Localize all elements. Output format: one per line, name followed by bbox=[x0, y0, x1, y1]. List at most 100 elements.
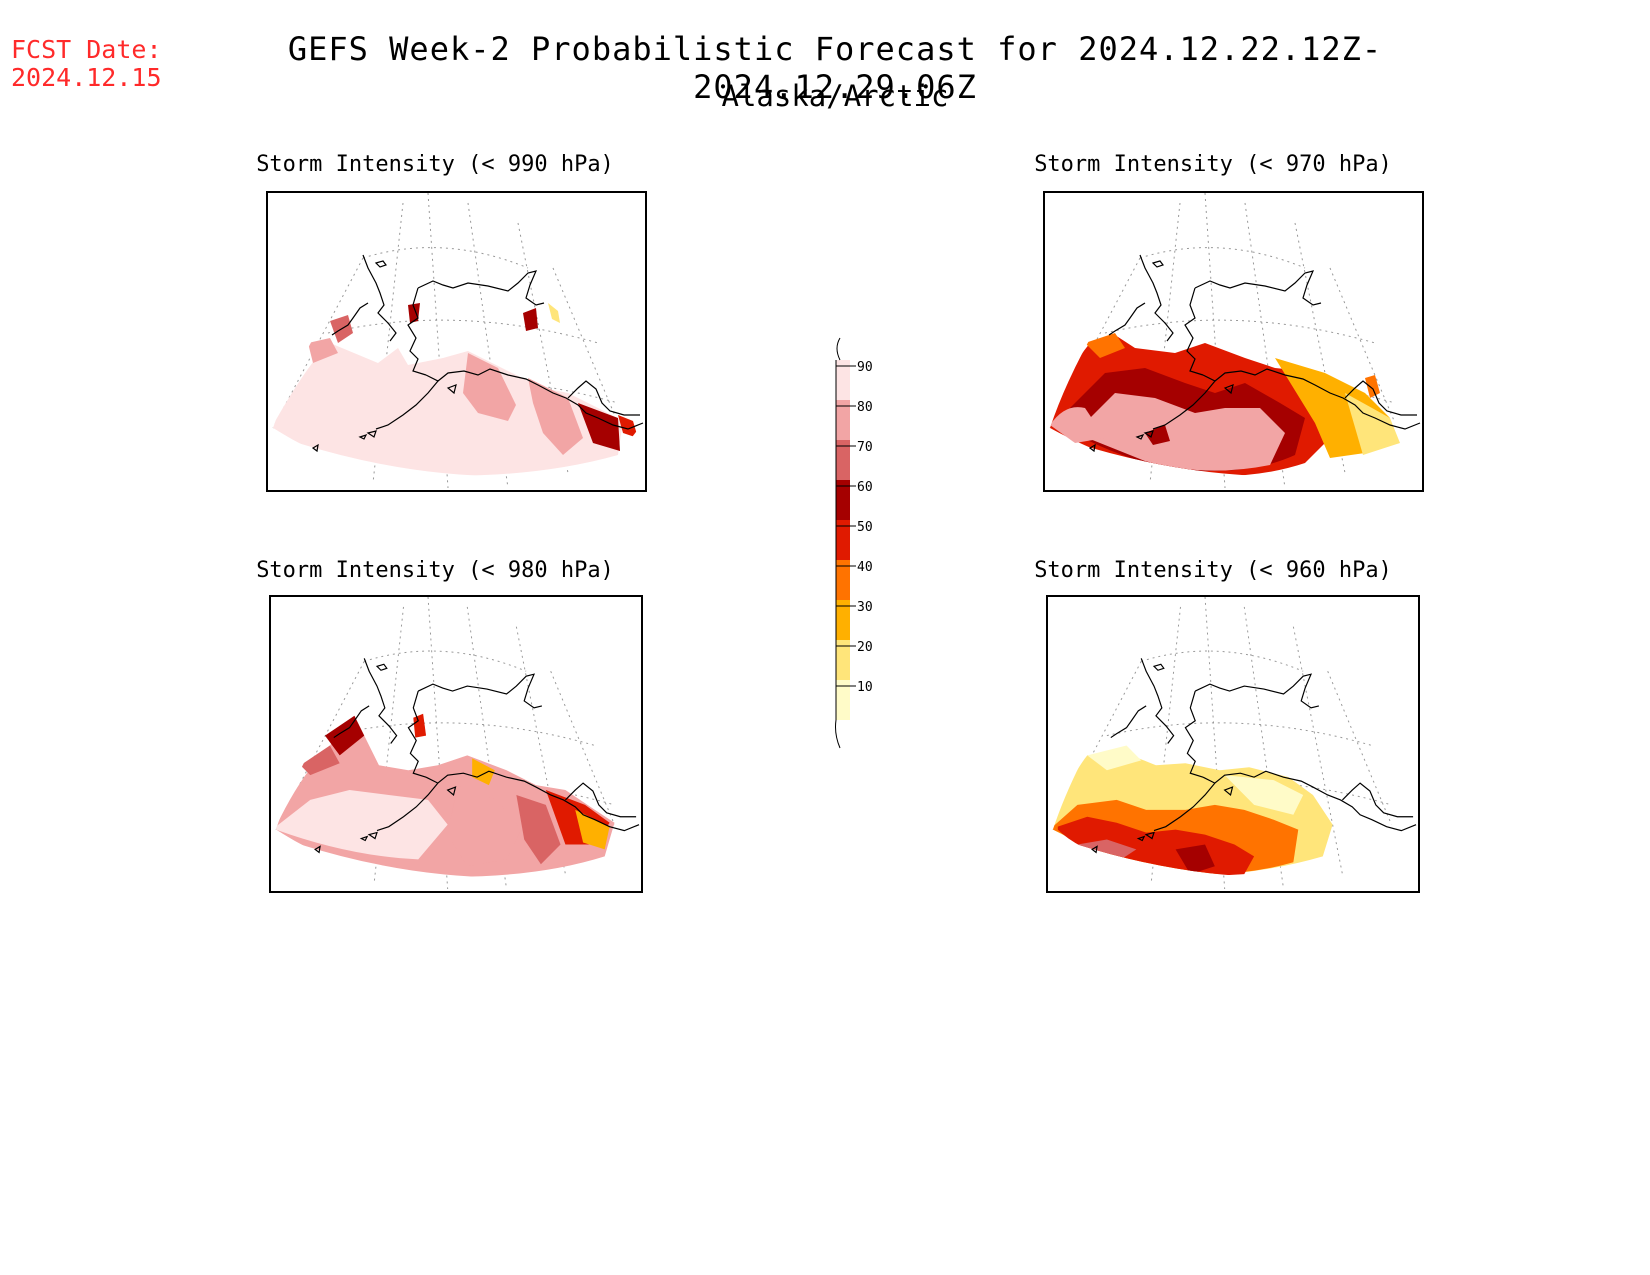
colorbar-swatch bbox=[836, 680, 850, 720]
fcst-label: FCST Date: bbox=[11, 35, 162, 64]
colorbar-legend: 90 80 70 60 50 40 30 20 10 bbox=[835, 337, 873, 749]
probability-contour bbox=[472, 758, 495, 786]
colorbar-swatch bbox=[836, 640, 850, 680]
coastline-panhandle bbox=[1342, 782, 1414, 818]
grid-meridian bbox=[1327, 671, 1392, 825]
coastline-west bbox=[1184, 690, 1204, 778]
island-aleutian bbox=[359, 835, 369, 842]
panel-title-990: Storm Intensity (< 990 hPa) bbox=[256, 152, 614, 177]
coastline-peninsula bbox=[376, 782, 439, 832]
probability-contour bbox=[413, 713, 427, 738]
probability-contour bbox=[516, 794, 561, 865]
grid-meridian bbox=[552, 267, 619, 424]
grid-parallel bbox=[1106, 722, 1373, 746]
island-aleutian bbox=[1088, 443, 1096, 453]
probability-contour bbox=[1175, 844, 1215, 875]
probability-contour bbox=[463, 353, 516, 421]
map-svg-980 bbox=[275, 597, 640, 890]
fcst-date-label: FCST Date: 2024.12.15 bbox=[11, 36, 162, 92]
island-wrangel bbox=[374, 260, 387, 268]
probability-contour bbox=[618, 415, 638, 438]
probability-contour bbox=[548, 303, 560, 323]
island-kodiak bbox=[1223, 786, 1234, 797]
probability-contour bbox=[1087, 745, 1142, 771]
grid-meridian bbox=[515, 626, 566, 875]
grid-meridian bbox=[275, 661, 365, 830]
probability-contour bbox=[273, 343, 623, 476]
coastline-gulf bbox=[425, 368, 644, 430]
island-kodiak bbox=[1223, 384, 1234, 395]
grid-meridian bbox=[1329, 267, 1396, 424]
probability-contour bbox=[1085, 333, 1125, 358]
island-aleutian bbox=[366, 430, 377, 438]
island-aleutian bbox=[1135, 433, 1145, 440]
coastline-west bbox=[1184, 287, 1204, 376]
probability-contour bbox=[1365, 375, 1380, 398]
probability-contour bbox=[528, 378, 583, 455]
map-svg-960 bbox=[1052, 597, 1417, 890]
island-wrangel bbox=[375, 663, 388, 671]
coastline-gulf bbox=[1202, 368, 1421, 430]
island-aleutian bbox=[1144, 831, 1155, 840]
coastline-russia bbox=[331, 302, 369, 336]
coastline-chukotka bbox=[1139, 254, 1174, 342]
map-panel-980 bbox=[269, 595, 643, 893]
grid-parallel bbox=[329, 722, 596, 746]
coastline-arctic bbox=[1194, 270, 1322, 306]
coastline-gulf bbox=[425, 770, 640, 832]
grid-parallel bbox=[364, 650, 527, 672]
probability-contour bbox=[1050, 407, 1105, 443]
panel-title-970: Storm Intensity (< 970 hPa) bbox=[1034, 152, 1392, 177]
map-panel-990 bbox=[266, 191, 647, 492]
island-kodiak bbox=[446, 384, 457, 395]
probability-contour bbox=[578, 403, 620, 451]
probability-contour bbox=[575, 809, 610, 850]
grid-meridian bbox=[1292, 626, 1343, 875]
colorbar-label: 50 bbox=[857, 520, 873, 535]
coastline-panhandle bbox=[565, 782, 637, 818]
grid-parallel bbox=[1141, 650, 1304, 672]
page-title: GEFS Week-2 Probabilistic Forecast for 2… bbox=[287, 30, 1383, 106]
grid-parallel bbox=[327, 319, 599, 344]
colorbar-swatch bbox=[836, 600, 850, 640]
colorbar-label: 20 bbox=[857, 640, 873, 655]
grid-parallel bbox=[362, 247, 529, 269]
panel-title-980: Storm Intensity (< 980 hPa) bbox=[256, 558, 614, 583]
coastline-peninsula bbox=[375, 380, 439, 430]
colorbar-swatch bbox=[836, 560, 850, 600]
region-subtitle: Alaska/Arctic bbox=[721, 79, 949, 113]
colorbar-label: 70 bbox=[857, 440, 873, 455]
island-kodiak bbox=[446, 786, 457, 797]
colorbar-swatch bbox=[836, 400, 850, 440]
probability-contour bbox=[1077, 839, 1137, 863]
probability-contour bbox=[1145, 425, 1170, 445]
probability-fill-group bbox=[1050, 333, 1400, 477]
coastline-panhandle bbox=[1344, 380, 1417, 416]
probability-contour bbox=[308, 338, 338, 363]
probability-contour bbox=[300, 745, 340, 776]
island-aleutian bbox=[367, 831, 378, 840]
coastline-arctic bbox=[1194, 673, 1320, 709]
colorbar-label: 40 bbox=[857, 560, 873, 575]
island-wrangel bbox=[1151, 260, 1164, 268]
coastline-west bbox=[407, 287, 427, 376]
island-aleutian bbox=[1091, 845, 1098, 854]
fcst-date: 2024.12.15 bbox=[11, 63, 162, 92]
grid-parallel bbox=[1139, 247, 1306, 269]
grid-meridian bbox=[1052, 661, 1142, 830]
probability-fill-group bbox=[275, 713, 615, 877]
coastline-chukotka bbox=[1140, 658, 1175, 744]
colorbar-swatch bbox=[836, 480, 850, 520]
probability-contour bbox=[523, 308, 538, 331]
map-svg-970 bbox=[1049, 193, 1421, 489]
coastline-gulf bbox=[1202, 770, 1417, 832]
island-aleutian bbox=[358, 433, 368, 440]
coastline-chukotka bbox=[362, 254, 397, 342]
probability-fill-group bbox=[1052, 745, 1333, 876]
colorbar-label: 60 bbox=[857, 480, 873, 495]
island-wrangel bbox=[1152, 663, 1165, 671]
map-panel-970 bbox=[1043, 191, 1424, 492]
grid-meridian bbox=[550, 671, 615, 825]
grid-parallel bbox=[1104, 319, 1376, 344]
colorbar-label: 30 bbox=[857, 600, 873, 615]
